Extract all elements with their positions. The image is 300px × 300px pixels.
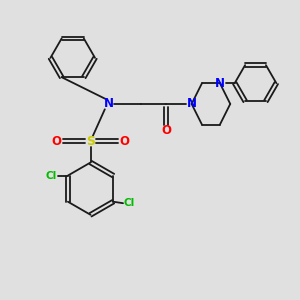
Text: N: N (215, 76, 225, 90)
Text: O: O (161, 124, 171, 137)
Text: N: N (187, 98, 196, 110)
Text: Cl: Cl (46, 171, 57, 181)
Text: Cl: Cl (124, 198, 135, 208)
Text: O: O (120, 135, 130, 148)
Text: O: O (51, 135, 62, 148)
Text: S: S (86, 135, 95, 148)
Text: N: N (103, 98, 113, 110)
